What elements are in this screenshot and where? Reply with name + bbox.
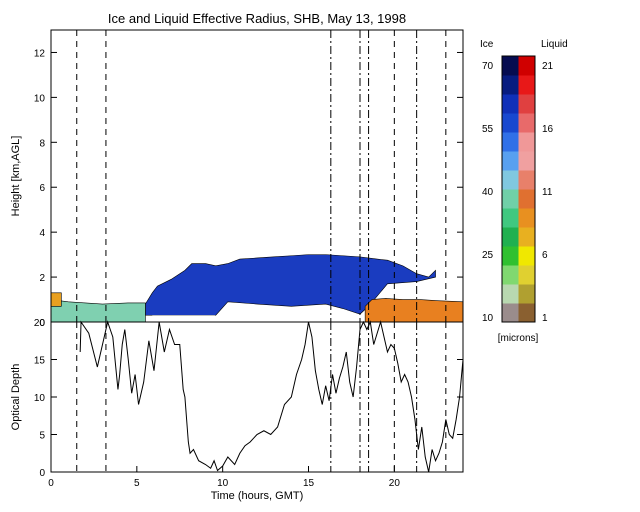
x-tick-label: 15 [303, 478, 315, 489]
x-tick-label: 5 [134, 478, 140, 489]
y-tick-label: 10 [34, 393, 46, 404]
colorbar-ice-cell [502, 284, 519, 304]
colorbar-ice-cell [502, 75, 519, 95]
y-tick-label: 20 [34, 318, 46, 329]
colorbar-frame [501, 55, 536, 323]
colorbar-ice-cell [502, 94, 519, 114]
x-tick-label: 10 [217, 478, 229, 489]
colorbar-liquid-cell [518, 94, 535, 114]
colorbar-liquid-cell [518, 151, 535, 171]
colorbar: Ice Liquid 70 21 55 16 40 11 25 6 10 1 [microns] [480, 39, 568, 344]
layer-liquid-left [50, 292, 62, 307]
colorbar-liquid-tick: 1 [542, 313, 548, 324]
colorbar-unit-label: [microns] [498, 333, 539, 344]
x-tick-label: 0 [48, 478, 54, 489]
colorbar-liquid-tick: 11 [542, 187, 553, 198]
colorbar-liquid-cell [518, 113, 535, 133]
colorbar-liquid-strip [518, 56, 535, 323]
layer-ice [145, 254, 436, 316]
colorbar-liquid-cell [518, 189, 535, 209]
layer-liquid [364, 298, 464, 323]
bottom-y-axis: 0 5 10 15 20 [34, 318, 463, 479]
colorbar-liquid-cell [518, 208, 535, 228]
colorbar-liquid-cell [518, 75, 535, 95]
colorbar-liquid-tick: 21 [542, 61, 554, 72]
colorbar-liquid-cell [518, 132, 535, 152]
colorbar-liquid-cell [518, 246, 535, 266]
top-plot-area [50, 30, 464, 323]
colorbar-ice-cell [502, 208, 519, 228]
colorbar-ice-strip [502, 56, 519, 323]
no-data-region [219, 315, 360, 322]
colorbar-ticks: 70 21 55 16 40 11 25 6 10 1 [482, 61, 554, 324]
colorbar-liquid-label: Liquid [541, 39, 568, 50]
colorbar-ice-tick: 70 [482, 61, 494, 72]
colorbar-ice-cell [502, 132, 519, 152]
colorbar-liquid-cell [518, 284, 535, 304]
colorbar-ice-cell [502, 56, 519, 76]
top-panel: 0 2 4 6 8 10 12 Height [km,AGL] [10, 29, 464, 329]
colorbar-ice-tick: 40 [482, 187, 494, 198]
x-axis-label: Time (hours, GMT) [211, 490, 304, 502]
bottom-y-axis-label: Optical Depth [10, 364, 22, 431]
colorbar-liquid-cell [518, 56, 535, 76]
top-y-axis-label: Height [km,AGL] [10, 136, 22, 217]
colorbar-ice-tick: 25 [482, 250, 494, 261]
y-tick-label: 12 [34, 48, 46, 59]
y-tick-label: 15 [34, 356, 46, 367]
colorbar-ice-cell [502, 227, 519, 247]
bottom-plot-area [76, 320, 464, 473]
y-tick-label: 0 [39, 468, 45, 479]
colorbar-liquid-cell [518, 170, 535, 190]
no-data-region [152, 315, 215, 322]
y-tick-label: 2 [39, 273, 45, 284]
colorbar-ice-cell [502, 151, 519, 171]
y-tick-label: 10 [34, 93, 46, 104]
y-tick-label: 5 [39, 431, 45, 442]
colorbar-ice-cell [502, 189, 519, 209]
layer-ice-low [50, 299, 146, 323]
optical-depth-line [79, 320, 464, 473]
colorbar-ice-cell [502, 303, 519, 323]
colorbar-liquid-cell [518, 303, 535, 323]
colorbar-ice-tick: 10 [482, 313, 494, 324]
colorbar-liquid-tick: 6 [542, 250, 548, 261]
colorbar-ice-cell [502, 246, 519, 266]
bottom-panel-frame [50, 321, 464, 473]
colorbar-ice-cell [502, 170, 519, 190]
y-tick-label: 6 [39, 183, 45, 194]
colorbar-ice-label: Ice [480, 39, 494, 50]
y-tick-label: 4 [39, 228, 45, 239]
colorbar-liquid-cell [518, 227, 535, 247]
chart-title: Ice and Liquid Effective Radius, SHB, Ma… [108, 11, 406, 26]
colorbar-ice-cell [502, 265, 519, 285]
colorbar-ice-tick: 55 [482, 124, 494, 135]
x-tick-label: 20 [389, 478, 401, 489]
y-tick-label: 0 [39, 318, 45, 329]
colorbar-liquid-tick: 16 [542, 124, 554, 135]
colorbar-ice-cell [502, 113, 519, 133]
y-tick-label: 8 [39, 138, 45, 149]
x-axis: 0 5 10 15 20 [48, 466, 400, 489]
colorbar-liquid-cell [518, 265, 535, 285]
bottom-panel: 0 5 10 15 20 0 5 10 15 20 Optical Depth Time (ho… [10, 318, 464, 502]
